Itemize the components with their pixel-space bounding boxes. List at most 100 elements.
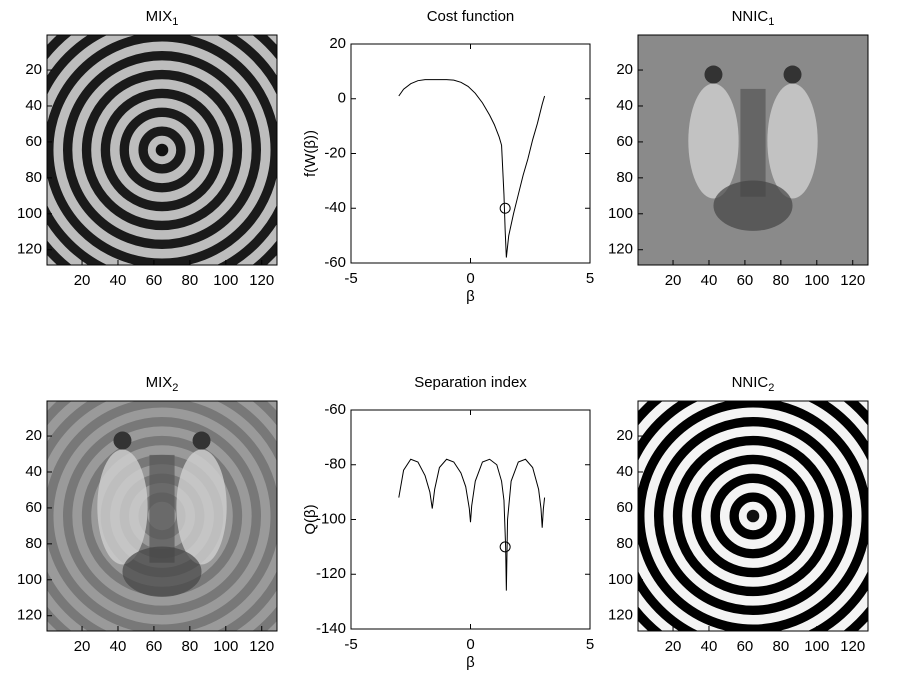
y-tick-label: 20 — [616, 61, 633, 78]
ring — [653, 416, 853, 616]
x-tick-label: 120 — [840, 638, 865, 655]
title-subscript: 2 — [172, 382, 178, 394]
ring — [691, 454, 815, 578]
axes: 20 40 60 80 100 120 20 40 60 80 100 120 — [17, 34, 278, 289]
subplot-title: Separation index — [414, 374, 527, 391]
x-tick-label: 60 — [737, 638, 754, 655]
ring — [47, 35, 277, 265]
x-tick-label: 5 — [586, 270, 594, 287]
axes: 20 40 60 80 100 120 20 40 60 80 100 120 — [608, 400, 869, 655]
ring — [47, 401, 277, 631]
y-tick-label: 40 — [25, 463, 42, 480]
x-tick-label: 5 — [586, 636, 594, 653]
x-tick-label: 60 — [146, 638, 163, 655]
y-tick-label: 60 — [25, 133, 42, 150]
y-tick-label: -80 — [324, 456, 346, 473]
face-nose-bridge — [740, 88, 766, 197]
x-tick-label: 40 — [701, 638, 718, 655]
title-subscript: 1 — [172, 16, 178, 28]
title-subscript: 2 — [768, 382, 774, 394]
x-tick-label: 60 — [737, 272, 754, 289]
y-tick-label: 60 — [25, 499, 42, 516]
axes: 20 40 60 80 100 120 20 40 60 80 100 120 — [608, 34, 869, 289]
x-tick-label: 120 — [840, 272, 865, 289]
title-text: NNIC — [732, 374, 769, 391]
face-cheek — [97, 449, 148, 565]
ring — [729, 492, 777, 540]
x-tick-label: -5 — [344, 270, 357, 287]
x-tick-label: 40 — [110, 638, 127, 655]
y-axis-label: Q(β) — [302, 504, 319, 534]
x-tick-label: 100 — [213, 272, 238, 289]
ring — [638, 401, 868, 631]
ring — [62, 50, 262, 250]
face-eye — [192, 431, 211, 450]
y-tick-label: 120 — [608, 607, 633, 624]
x-tick-label: 80 — [182, 638, 199, 655]
axes-box — [637, 400, 869, 632]
axes-box — [46, 400, 278, 632]
x-tick-label: 120 — [249, 638, 274, 655]
y-tick-label: -120 — [316, 565, 346, 582]
y-tick-label: 100 — [608, 205, 633, 222]
x-tick-label: 60 — [146, 272, 163, 289]
y-tick-label: 80 — [616, 535, 633, 552]
title-text: NNIC — [732, 8, 769, 25]
axes-box — [350, 409, 591, 630]
x-tick-label: 80 — [182, 272, 199, 289]
title-text: Cost function — [427, 8, 515, 25]
y-tick-label: 0 — [338, 90, 346, 107]
y-tick-label: 100 — [17, 205, 42, 222]
y-tick-label: 80 — [25, 169, 42, 186]
y-tick-label: 40 — [616, 463, 633, 480]
y-tick-label: -60 — [324, 401, 346, 418]
face-muzzle — [713, 180, 793, 231]
face-nose-bridge — [149, 454, 175, 563]
ring-center — [155, 143, 169, 157]
x-tick-label: 100 — [213, 638, 238, 655]
ring — [672, 435, 834, 597]
axes-box — [350, 43, 591, 264]
y-tick-label: 120 — [17, 607, 42, 624]
title-subscript: 1 — [768, 16, 774, 28]
x-tick-label: 20 — [665, 272, 682, 289]
y-tick-label: 40 — [25, 97, 42, 114]
y-tick-label: -20 — [324, 144, 346, 161]
ring — [710, 473, 796, 559]
image — [47, 35, 277, 265]
y-tick-label: 20 — [616, 427, 633, 444]
highlight-marker — [499, 202, 511, 214]
subplot-title: MIX1 — [146, 8, 179, 28]
y-tick-label: 60 — [616, 133, 633, 150]
y-tick-label: 40 — [616, 97, 633, 114]
face-muzzle — [122, 546, 202, 597]
ring-center — [746, 509, 760, 523]
x-tick-label: 0 — [466, 270, 474, 287]
axes: 20 40 60 80 100 120 20 40 60 80 100 120 — [17, 400, 278, 655]
y-tick-label: 120 — [17, 241, 42, 258]
x-tick-label: 20 — [665, 638, 682, 655]
line-series — [398, 79, 546, 258]
x-tick-label: 80 — [773, 272, 790, 289]
title-text: MIX — [146, 8, 173, 25]
x-tick-label: 100 — [804, 638, 829, 655]
y-tick-label: 120 — [608, 241, 633, 258]
face-eye — [113, 431, 132, 450]
y-tick-label: -60 — [324, 254, 346, 271]
y-tick-label: 100 — [17, 571, 42, 588]
y-tick-label: -100 — [316, 510, 346, 527]
x-tick-label: 40 — [701, 272, 718, 289]
title-text: Separation index — [414, 374, 527, 391]
axes: -140 -120 -100 -80 -60 -5 0 5 β Q(β) — [302, 401, 594, 671]
subplot-title: Cost function — [427, 8, 515, 25]
x-axis-label: β — [466, 288, 475, 305]
axes: -60 -40 -20 0 20 -5 0 5 β f(W(β)) — [302, 35, 594, 305]
x-tick-label: 80 — [773, 638, 790, 655]
y-tick-label: 20 — [329, 35, 346, 52]
face-cheek — [688, 83, 739, 199]
y-tick-label: 20 — [25, 427, 42, 444]
y-tick-label: 20 — [25, 61, 42, 78]
highlight-marker — [499, 541, 511, 553]
x-tick-label: -5 — [344, 636, 357, 653]
